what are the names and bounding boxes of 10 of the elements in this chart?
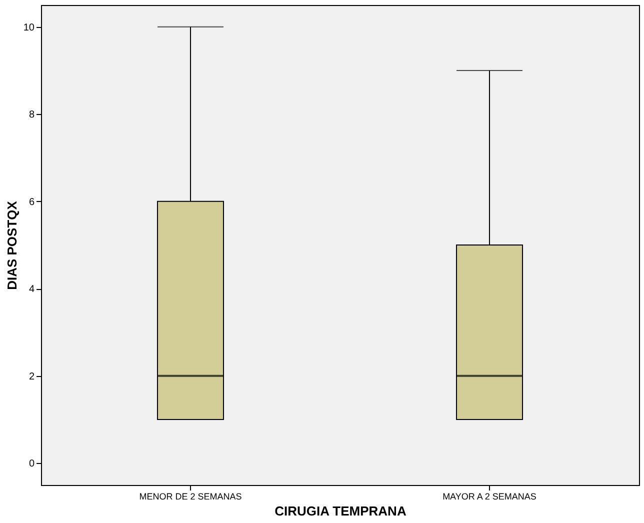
x-tick-label: MENOR DE 2 SEMANAS bbox=[139, 492, 242, 502]
x-axis-title: CIRUGIA TEMPRANA bbox=[274, 504, 407, 518]
y-tick-label: 8 bbox=[28, 110, 35, 121]
y-tick-label: 10 bbox=[23, 22, 35, 34]
y-tick-label: 0 bbox=[28, 458, 35, 470]
y-tick-label: 2 bbox=[28, 371, 35, 382]
y-tick-label: 6 bbox=[28, 196, 35, 208]
y-tick-label: 4 bbox=[28, 284, 35, 296]
y-axis-title: DIAS POSTQX bbox=[4, 200, 20, 290]
x-tick-label: MAYOR A 2 SEMANAS bbox=[442, 492, 536, 502]
